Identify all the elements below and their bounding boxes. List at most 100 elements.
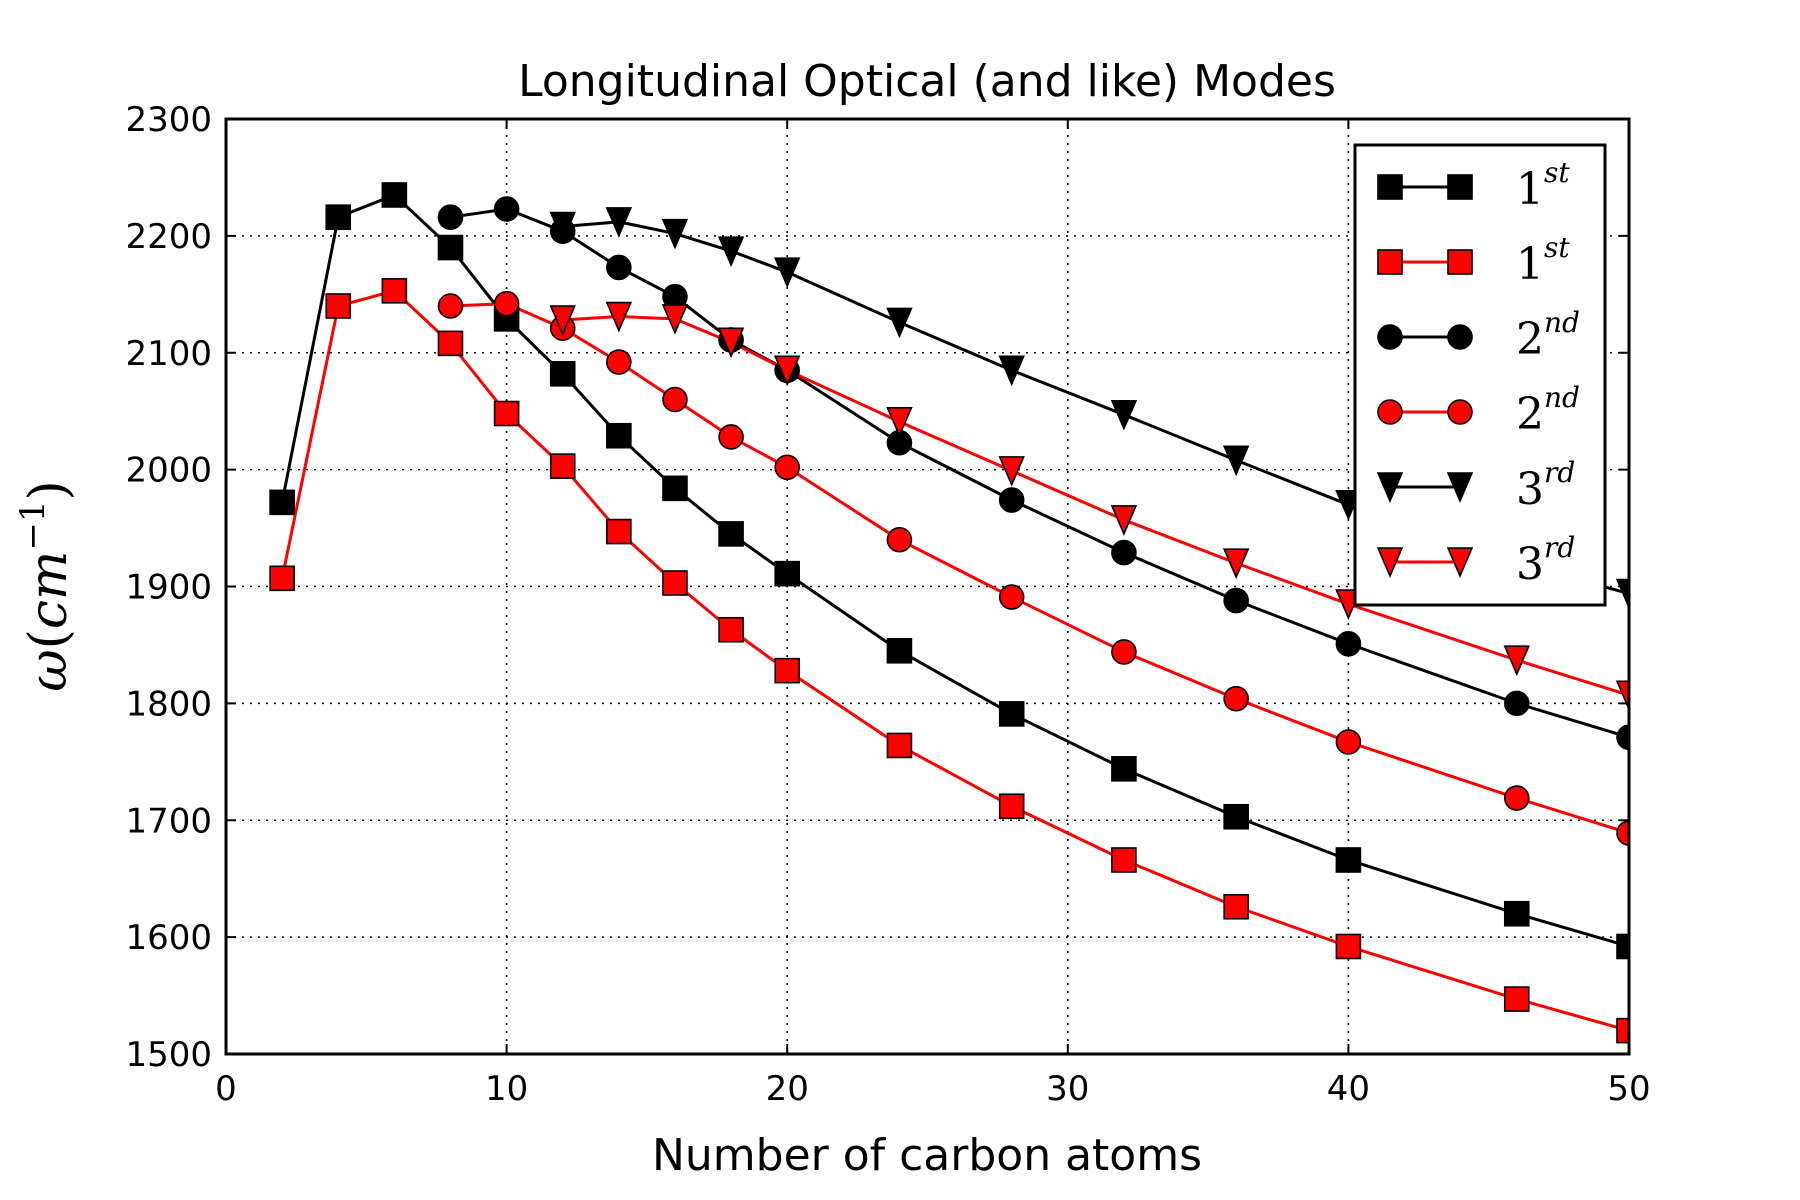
data-point [773, 355, 801, 387]
data-point [549, 305, 576, 336]
data-point [269, 489, 295, 516]
data-point [1503, 986, 1530, 1012]
data-point [1222, 548, 1250, 580]
data-point [549, 211, 576, 243]
y-axis-ticks: 1500 1600 1700 1800 1900 2000 2100 2200 2300 [125, 100, 1629, 1075]
data-point [886, 307, 913, 339]
legend-marker [1447, 399, 1473, 425]
data-point [661, 218, 689, 250]
data-point [437, 330, 464, 357]
data-point [381, 182, 408, 208]
data-point [606, 349, 632, 375]
legend-entry: 1st [1377, 231, 1570, 290]
data-point [774, 657, 801, 684]
data-point [325, 204, 352, 230]
data-point [998, 355, 1025, 387]
data-point [998, 487, 1025, 513]
x-tick-label: 50 [1607, 1069, 1650, 1109]
data-point [998, 584, 1025, 610]
y-tick-label: 1900 [125, 568, 212, 608]
legend-marker [1446, 547, 1474, 578]
legend-label-base: 1 [1516, 164, 1544, 215]
legend-label-sup: nd [1544, 381, 1580, 414]
legend-label: 3rd [1516, 531, 1575, 590]
x-tick-label: 10 [485, 1069, 528, 1109]
data-point [1223, 685, 1249, 712]
x-tick-label: 0 [215, 1069, 237, 1109]
legend-label-sup: rd [1544, 531, 1575, 564]
y-axis-label-exp: −1 [13, 501, 53, 551]
data-point [606, 422, 632, 449]
legend-box [1353, 143, 1607, 607]
legend-label: 2nd [1516, 381, 1580, 440]
data-point [774, 560, 801, 587]
legend-marker [1377, 324, 1403, 350]
data-point [325, 293, 352, 319]
legend-marker [1446, 472, 1474, 503]
legend-marker [1377, 399, 1403, 425]
legend-label-base: 3 [1516, 464, 1544, 515]
data-point [1616, 724, 1629, 751]
legend-label: 1st [1516, 156, 1570, 215]
y-axis-label-symbol: ω [19, 649, 79, 691]
legend-entry: 3rd [1376, 456, 1575, 515]
data-point [1110, 399, 1138, 431]
data-point [1223, 587, 1249, 614]
legend-marker [1447, 324, 1473, 350]
data-point [717, 236, 745, 268]
data-point [662, 386, 688, 413]
legend-entry: 1st [1377, 156, 1570, 215]
legend-marker [1447, 174, 1473, 200]
data-point [1111, 539, 1137, 566]
data-point [886, 637, 913, 664]
data-point [381, 278, 408, 304]
data-point [493, 290, 520, 317]
x-tick-label: 20 [766, 1069, 809, 1109]
data-point [1616, 1017, 1629, 1044]
data-point [718, 616, 744, 643]
data-point [998, 793, 1025, 820]
data-point [605, 301, 633, 333]
data-point [662, 475, 688, 502]
data-point [549, 453, 576, 479]
y-axis-label: ω(cm−1) [13, 480, 79, 692]
data-point [662, 570, 688, 596]
legend-label-sup: nd [1544, 306, 1580, 339]
data-point [437, 293, 464, 319]
series-line-6 [562, 315, 1629, 697]
data-point [1110, 505, 1138, 536]
data-point [437, 234, 464, 261]
legend-entry: 2nd [1377, 381, 1580, 440]
data-point [549, 360, 576, 387]
legend-label-base: 3 [1516, 539, 1544, 590]
data-point [1616, 933, 1629, 960]
y-tick-label: 1800 [125, 684, 212, 724]
legend-marker [1376, 472, 1404, 503]
x-axis-label: Number of carbon atoms [652, 1130, 1202, 1181]
legend-marker [1377, 174, 1403, 200]
data-point [1503, 785, 1530, 811]
data-point [606, 518, 632, 545]
x-axis-ticks: 0 10 20 30 40 50 [215, 119, 1651, 1109]
data-point [1111, 756, 1137, 782]
data-point [1223, 893, 1249, 920]
data-point [269, 565, 295, 592]
y-tick-label: 1600 [125, 918, 212, 958]
data-point [1111, 847, 1137, 873]
data-point [1335, 729, 1362, 755]
data-point [718, 521, 744, 547]
data-point [1335, 630, 1362, 657]
data-point [1503, 645, 1530, 677]
data-point [1111, 639, 1137, 665]
y-tick-label: 2200 [125, 217, 212, 257]
y-tick-label: 2300 [125, 100, 212, 140]
data-point [998, 456, 1025, 487]
data-point [773, 257, 801, 289]
data-point [886, 732, 913, 759]
data-point [661, 304, 689, 335]
legend-label-base: 1 [1516, 239, 1544, 290]
y-tick-label: 1500 [125, 1035, 212, 1075]
legend-marker [1447, 249, 1473, 275]
